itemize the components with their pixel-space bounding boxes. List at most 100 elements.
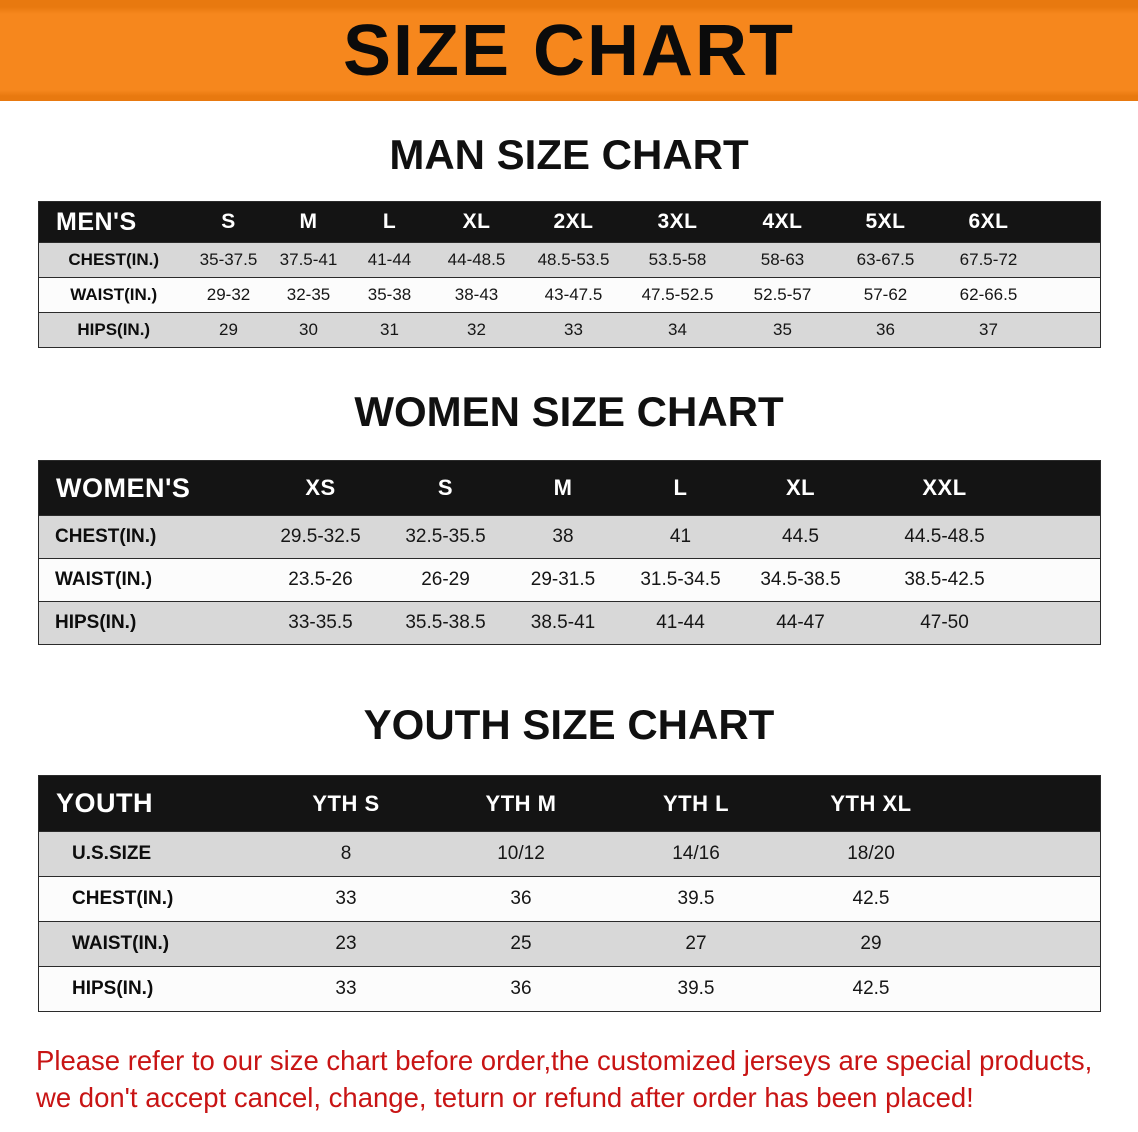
youth-row-chest-in: CHEST(IN.) 33 36 39.5 42.5	[38, 876, 1101, 922]
men-size-col-header: 5XL	[834, 201, 937, 243]
youth-size-table: YOUTH YTH S YTH M YTH L YTH XL U.S.SIZE 8 10/12…	[38, 775, 1101, 1012]
value-cell: 41	[669, 526, 692, 547]
value-cell: 47.5-52.5	[641, 285, 714, 304]
youth-section-heading: YOUTH SIZE CHART	[363, 701, 775, 748]
value-cell: 32-35	[286, 285, 331, 304]
value-cell: 29-32	[206, 285, 251, 304]
banner: SIZE CHART	[0, 0, 1138, 101]
men-row-waist-in: WAIST(IN.) 29-32 32-35 35-38 38-43 43-47.5 47.…	[38, 277, 1101, 313]
filler-cell	[958, 775, 1101, 832]
men-size-col-header: L	[348, 201, 431, 243]
value-cell: 47-50	[920, 612, 969, 633]
women-size-table: WOMEN'S XS S M L XL XXL CHEST(IN.) 29.5-32.5 32.5…	[38, 460, 1101, 645]
value-cell: 44.5-48.5	[904, 526, 985, 547]
value-cell: 38.5-42.5	[904, 569, 985, 590]
notice-line-1: Please refer to our size chart before or…	[36, 1045, 1093, 1076]
value-cell: 44-47	[776, 612, 825, 633]
value-cell: 31	[380, 320, 399, 339]
men-size-col-header: XL	[430, 201, 523, 243]
value-cell: 43-47.5	[544, 285, 603, 304]
value-cell: 37.5-41	[279, 250, 338, 269]
row-label: CHEST(IN.)	[55, 526, 157, 547]
value-cell: 39.5	[677, 978, 715, 999]
filler-cell	[1034, 602, 1101, 645]
women-section-heading: WOMEN SIZE CHART	[354, 388, 784, 435]
value-cell: 35-37.5	[199, 250, 258, 269]
value-cell: 18/20	[847, 843, 895, 864]
value-cell: 30	[299, 320, 318, 339]
filler-cell	[959, 922, 1101, 967]
value-cell: 57-62	[863, 285, 908, 304]
filler-cell	[959, 877, 1101, 922]
section-men: MAN SIZE CHART MEN'S S M L XL 2XL 3XL 4XL 5XL 6XL C…	[38, 131, 1101, 348]
row-label: HIPS(IN.)	[55, 612, 137, 633]
value-cell: 38.5-41	[530, 612, 596, 633]
row-label: HIPS(IN.)	[77, 320, 151, 339]
value-cell: 34.5-38.5	[760, 569, 841, 590]
value-cell: 33-35.5	[288, 612, 353, 633]
men-row-chest-in: CHEST(IN.) 35-37.5 37.5-41 41-44 44-48.5 48.5…	[38, 242, 1101, 278]
youth-header-row: YOUTH YTH S YTH M YTH L YTH XL	[38, 775, 1101, 832]
filler-cell	[959, 967, 1101, 1012]
value-cell: 36	[510, 978, 532, 999]
men-size-col-header: 6XL	[936, 201, 1041, 243]
youth-size-col-header: YTH L	[608, 775, 784, 832]
value-cell: 26-29	[421, 569, 470, 590]
sections: MAN SIZE CHART MEN'S S M L XL 2XL 3XL 4XL 5XL 6XL C…	[0, 131, 1138, 1012]
section-youth: YOUTH SIZE CHART YOUTH YTH S YTH M YTH L YTH …	[38, 701, 1101, 1012]
men-table-title: MEN'S	[38, 201, 189, 243]
value-cell: 32	[467, 320, 486, 339]
value-cell: 38-43	[454, 285, 499, 304]
men-size-col-header: 4XL	[730, 201, 835, 243]
row-label: WAIST(IN.)	[72, 933, 170, 954]
youth-size-col-header: YTH S	[258, 775, 434, 832]
row-label: CHEST(IN.)	[68, 250, 160, 269]
value-cell: 42.5	[852, 888, 890, 909]
value-cell: 48.5-53.5	[537, 250, 610, 269]
value-cell: 44.5	[782, 526, 819, 547]
footer-notice: Please refer to our size chart before or…	[0, 1042, 1138, 1116]
value-cell: 25	[510, 933, 532, 954]
men-size-col-header: S	[188, 201, 269, 243]
value-cell: 14/16	[672, 843, 720, 864]
women-size-col-header: XXL	[855, 460, 1034, 516]
row-label: U.S.SIZE	[72, 843, 152, 864]
value-cell: 36	[510, 888, 532, 909]
youth-row-waist-in: WAIST(IN.) 23 25 27 29	[38, 921, 1101, 967]
value-cell: 29	[860, 933, 882, 954]
value-cell: 35.5-38.5	[405, 612, 486, 633]
value-cell: 44-48.5	[447, 250, 506, 269]
value-cell: 62-66.5	[959, 285, 1018, 304]
row-label: HIPS(IN.)	[72, 978, 154, 999]
value-cell: 23	[335, 933, 357, 954]
women-row-chest-in: CHEST(IN.) 29.5-32.5 32.5-35.5 38 41 44.5 44.5…	[38, 515, 1101, 559]
value-cell: 23.5-26	[288, 569, 353, 590]
value-cell: 35	[773, 320, 792, 339]
value-cell: 27	[685, 933, 707, 954]
youth-size-col-header: YTH M	[433, 775, 609, 832]
value-cell: 67.5-72	[959, 250, 1018, 269]
filler-cell	[1041, 278, 1101, 313]
value-cell: 58-63	[760, 250, 805, 269]
filler-cell	[1041, 243, 1101, 278]
men-size-col-header: 2XL	[522, 201, 625, 243]
value-cell: 33	[564, 320, 583, 339]
women-table-title: WOMEN'S	[38, 460, 261, 516]
filler-cell	[1041, 313, 1101, 348]
value-cell: 33	[335, 978, 357, 999]
filler-cell	[1034, 559, 1101, 602]
men-size-table: MEN'S S M L XL 2XL 3XL 4XL 5XL 6XL CHEST(IN.) 35-37…	[38, 201, 1101, 348]
filler-cell	[1040, 201, 1101, 243]
filler-cell	[1033, 460, 1101, 516]
filler-cell	[959, 832, 1101, 877]
men-section-heading: MAN SIZE CHART	[389, 131, 749, 178]
value-cell: 41-44	[367, 250, 412, 269]
women-size-col-header: S	[380, 460, 511, 516]
row-label: CHEST(IN.)	[72, 888, 174, 909]
youth-size-col-header: YTH XL	[783, 775, 959, 832]
women-size-col-header: M	[510, 460, 616, 516]
women-size-col-header: L	[615, 460, 746, 516]
women-row-hips-in: HIPS(IN.) 33-35.5 35.5-38.5 38.5-41 41-44 44-…	[38, 601, 1101, 645]
value-cell: 63-67.5	[856, 250, 915, 269]
value-cell: 39.5	[677, 888, 715, 909]
